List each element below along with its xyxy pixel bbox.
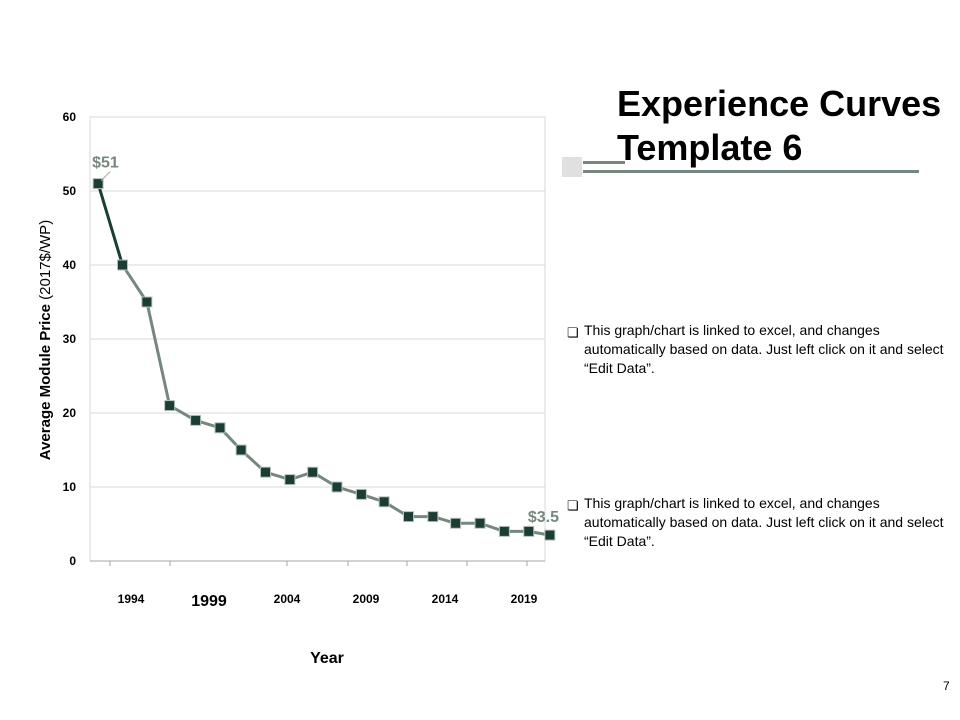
y-tick-label-60: 60 xyxy=(63,110,77,124)
y-tick-label-10: 10 xyxy=(63,480,77,494)
x-tick-label-2004: 2004 xyxy=(274,592,301,606)
price-series xyxy=(92,178,556,541)
decor-short-line xyxy=(583,161,625,164)
data-point-12 xyxy=(378,496,390,508)
series-segment-1 xyxy=(121,264,149,303)
x-tick-label-2014: 2014 xyxy=(432,592,459,606)
annotation-leader-0 xyxy=(100,171,111,181)
x-axis-label: Year xyxy=(310,650,344,667)
data-point-13 xyxy=(403,511,414,523)
x-tick-label-2019: 2019 xyxy=(511,592,538,606)
data-point-14 xyxy=(427,511,439,523)
slide-title: Experience Curves Template 6 xyxy=(617,82,941,170)
page-number: 7 xyxy=(943,679,950,693)
data-point-17 xyxy=(498,525,510,537)
y-axis-ticks: 0 10 20 30 40 50 60 xyxy=(63,110,77,568)
data-point-5 xyxy=(214,422,226,434)
data-point-16 xyxy=(474,517,486,529)
y-axis-label: Average Module Price (2017$/WP) xyxy=(37,220,54,460)
data-point-7 xyxy=(260,466,271,478)
y-axis-label-bold: Average Module Price xyxy=(37,304,54,460)
data-point-4 xyxy=(190,414,202,426)
y-tick-label-40: 40 xyxy=(63,258,77,272)
data-point-3 xyxy=(164,400,176,412)
x-tick-label-1994: 1994 xyxy=(118,592,145,606)
data-point-19 xyxy=(544,529,556,541)
series-segment-2 xyxy=(145,301,172,406)
data-point-9 xyxy=(307,466,319,478)
data-point-10 xyxy=(331,481,343,493)
bullet-checkbox-icon: ❏ xyxy=(567,325,579,340)
chart-annotations: $51 $3.5 xyxy=(92,155,559,526)
data-point-6 xyxy=(235,444,247,456)
y-axis-label-unit: (2017$/WP) xyxy=(37,220,54,304)
series-segment-0 xyxy=(96,183,124,266)
data-point-8 xyxy=(284,474,296,486)
data-point-15 xyxy=(450,517,462,529)
bullet-text: This graph/chart is linked to excel, and… xyxy=(584,322,944,376)
data-point-2 xyxy=(141,296,153,308)
annotation-label-0: $51 xyxy=(92,155,119,172)
annotation-label-1: $3.5 xyxy=(528,509,559,526)
data-point-1 xyxy=(117,259,128,271)
y-tick-label-30: 30 xyxy=(63,332,77,346)
slide-title-line2: Template 6 xyxy=(617,127,803,168)
y-tick-label-50: 50 xyxy=(63,184,77,198)
data-point-11 xyxy=(355,488,367,500)
y-tick-label-20: 20 xyxy=(63,406,77,420)
bullet-text: This graph/chart is linked to excel, and… xyxy=(584,495,944,549)
y-tick-label-0: 0 xyxy=(69,554,76,568)
x-tick-label-2009: 2009 xyxy=(353,592,380,606)
chart-gridlines xyxy=(89,116,546,562)
experience-curve-chart: 0 10 20 30 40 50 60 1994 1999 2004 2009 2014 2019 $… xyxy=(37,110,559,667)
slide-title-line1: Experience Curves xyxy=(617,83,942,124)
x-tick-label-1999: 1999 xyxy=(191,593,227,610)
x-axis-ticks: 1994 1999 2004 2009 2014 2019 xyxy=(109,561,538,610)
decor-title-underline xyxy=(583,170,919,173)
data-point-18 xyxy=(523,525,535,537)
decor-square xyxy=(562,157,582,177)
data-point-0 xyxy=(92,178,104,190)
bullet-checkbox-icon: ❏ xyxy=(567,498,579,513)
